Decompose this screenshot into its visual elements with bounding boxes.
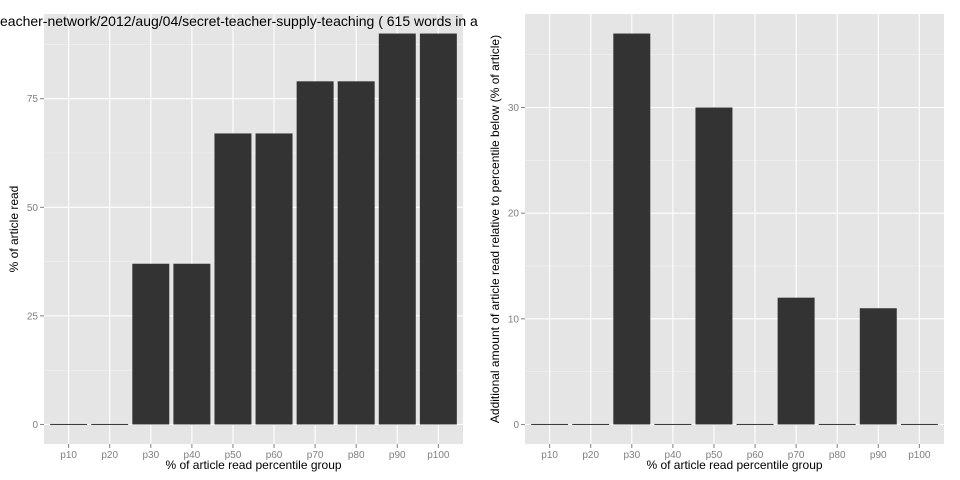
bar-p70	[777, 297, 815, 425]
x-tick-label: p60	[747, 450, 764, 461]
bar-p50	[695, 107, 733, 425]
y-axis-title: % of article read	[7, 186, 21, 273]
bar-p80	[337, 81, 375, 425]
x-tick-label: p20	[101, 450, 118, 461]
chart-panel-1: 0 25 50 75 p10 p20 p30 p40 p50 p60 p70 p80 p90 p100 % …	[0, 13, 478, 472]
y-tick-label: 20	[508, 209, 520, 220]
x-tick-label: p50	[225, 450, 242, 461]
x-tick-label: p30	[142, 450, 159, 461]
bar-p100	[419, 33, 457, 425]
x-tick-label: p70	[307, 450, 324, 461]
bar-p90	[859, 308, 897, 425]
x-tick-label: p70	[788, 450, 805, 461]
x-tick-label: p90	[870, 450, 887, 461]
bar-p60	[736, 423, 774, 425]
y-tick-label: 10	[508, 314, 520, 325]
y-tick-label: 0	[32, 420, 38, 431]
x-tick-label: p40	[184, 450, 201, 461]
x-tick-label: p20	[582, 450, 599, 461]
bar-p90	[378, 33, 416, 425]
x-tick-label: p10	[60, 450, 77, 461]
bar-p30	[613, 33, 651, 425]
x-tick-label: p50	[706, 450, 723, 461]
bar-p40	[654, 423, 692, 425]
x-tick-label: p100	[427, 450, 450, 461]
bar-p20	[91, 423, 129, 425]
y-tick-label: 50	[27, 203, 39, 214]
x-tick-label: p90	[389, 450, 406, 461]
x-tick-label: p60	[266, 450, 283, 461]
x-tick-label: p80	[829, 450, 846, 461]
y-tick-label: 0	[513, 420, 519, 431]
x-tick-label: p40	[665, 450, 682, 461]
bar-p40	[173, 263, 211, 425]
bar-p70	[296, 81, 334, 425]
x-tick-label: p80	[348, 450, 365, 461]
bar-p30	[132, 263, 170, 425]
bar-p10	[50, 423, 88, 425]
y-axis-title: Additional amount of article read relati…	[488, 35, 502, 423]
x-tick-label: p30	[623, 450, 640, 461]
bar-p10	[531, 423, 569, 425]
chart-title: eacher-network/2012/aug/04/secret-teache…	[0, 13, 478, 29]
bar-p50	[214, 133, 252, 425]
x-axis-title: % of article read percentile group	[646, 458, 822, 472]
y-tick-label: 30	[508, 103, 520, 114]
y-tick-label: 25	[27, 311, 39, 322]
x-tick-label: p10	[541, 450, 558, 461]
x-tick-label: p100	[908, 450, 931, 461]
bar-p100	[900, 423, 938, 425]
bar-p60	[255, 133, 293, 425]
chart-panel-2: 0 10 20 30 p10 p20 p30 p40 p50 p60 p70 p80 p90 p100 % …	[488, 14, 944, 472]
x-axis-title: % of article read percentile group	[165, 458, 341, 472]
bar-p80	[818, 423, 856, 425]
y-tick-label: 75	[27, 94, 39, 105]
bar-p20	[572, 423, 610, 425]
